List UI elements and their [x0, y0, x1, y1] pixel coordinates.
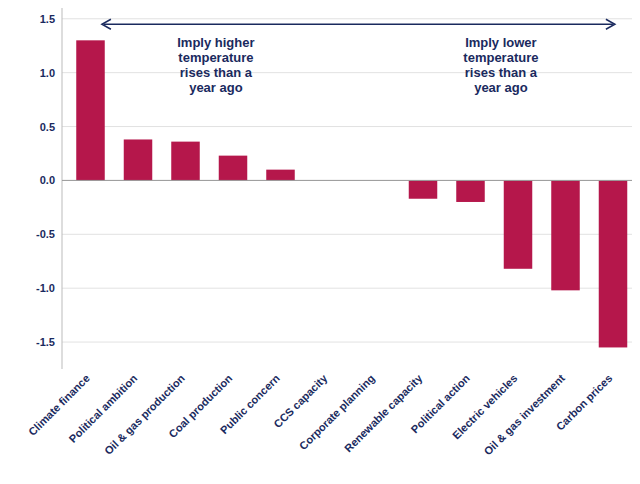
bar [171, 142, 200, 181]
grid-line [62, 288, 632, 289]
x-tick-label: Oil & gas production [102, 372, 187, 457]
x-tick-label: Carbon prices [554, 372, 615, 433]
grid-line [62, 342, 632, 343]
grid-line [62, 18, 632, 19]
y-tick-label: -0.5 [36, 228, 55, 240]
arrow-head [102, 19, 111, 29]
y-tick-label: 1.0 [40, 67, 55, 79]
grid-line [62, 126, 632, 127]
zero-line [62, 180, 632, 181]
grid-line [62, 234, 632, 235]
x-tick-label: Public concern [218, 372, 282, 436]
bar [551, 180, 580, 290]
bars [76, 40, 627, 347]
bar [219, 156, 248, 181]
arrows [102, 19, 615, 29]
bar [456, 180, 485, 202]
y-tick-label: 0.5 [40, 121, 55, 133]
arrow-head [606, 19, 615, 29]
bar [504, 180, 533, 268]
x-tick-label: Oil & gas investment [481, 372, 567, 458]
y-tick-label: 0.0 [40, 174, 55, 186]
bar [409, 180, 438, 198]
y-tick-label: -1.5 [36, 336, 55, 348]
y-axis-line [62, 8, 63, 369]
y-tick-label: 1.5 [40, 13, 55, 25]
arrow-line [104, 23, 613, 25]
bar [599, 180, 628, 347]
bar [76, 40, 105, 180]
chart: -1.5-1.0-0.50.00.51.01.5Climate financeP… [0, 0, 640, 484]
y-tick-label: -1.0 [36, 282, 55, 294]
annotation: Imply highertemperaturerises than ayear … [177, 35, 254, 95]
grid-line [62, 180, 632, 181]
grid [62, 19, 632, 342]
bar [124, 139, 153, 180]
bar [266, 170, 295, 181]
x-tick-label: Renewable capacity [342, 371, 425, 454]
annotation: Imply lowertemperaturerises than ayear a… [463, 35, 538, 95]
grid-line [62, 72, 632, 73]
x-tick-label: Corporate planning [297, 372, 377, 452]
